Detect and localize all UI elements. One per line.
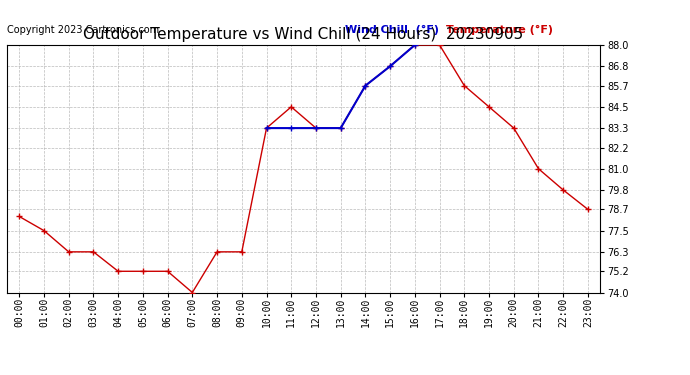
- Text: Temperature (°F): Temperature (°F): [446, 25, 553, 35]
- Text: Wind Chill  (°F): Wind Chill (°F): [345, 25, 439, 35]
- Text: Copyright 2023 Cartronics.com: Copyright 2023 Cartronics.com: [7, 25, 159, 35]
- Title: Outdoor Temperature vs Wind Chill (24 Hours)  20230905: Outdoor Temperature vs Wind Chill (24 Ho…: [83, 27, 524, 42]
